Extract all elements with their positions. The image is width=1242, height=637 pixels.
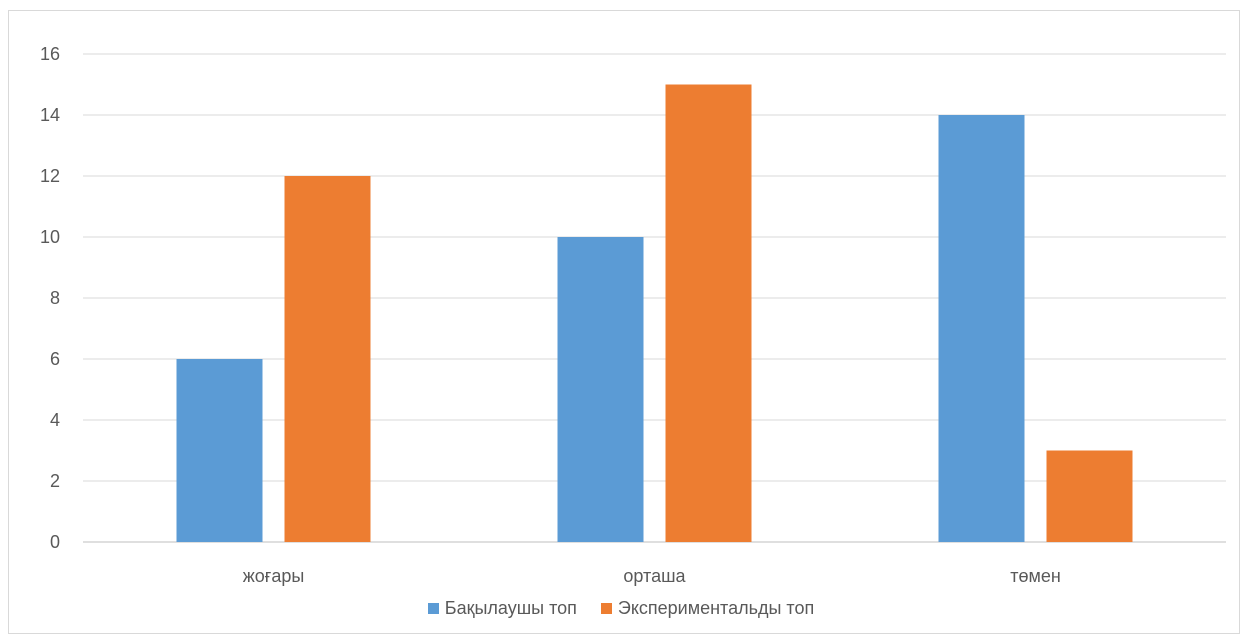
- y-axis-ticks: 0 2 4 6 8 10 12 14 16: [40, 44, 60, 552]
- x-tick-label: орташа: [623, 566, 686, 586]
- legend-label: Бақылаушы топ: [444, 597, 577, 618]
- legend-item-series-0: Бақылаушы топ: [427, 597, 577, 619]
- y-tick-label: 4: [50, 410, 60, 430]
- y-tick-label: 16: [40, 44, 60, 64]
- gridlines: [83, 53, 1226, 543]
- y-tick-label: 14: [40, 105, 60, 125]
- x-axis-ticks: жоғары орташа төмен: [243, 566, 1061, 586]
- legend: Бақылаушы топ Экспериментальды топ: [0, 596, 1242, 620]
- y-tick-label: 2: [50, 471, 60, 491]
- bar-series-0-0: [176, 359, 263, 542]
- bar-series-1-1: [665, 84, 752, 542]
- y-tick-label: 6: [50, 349, 60, 369]
- bar-series-0-1: [557, 237, 644, 542]
- legend-swatch: [600, 602, 612, 614]
- legend-label: Экспериментальды топ: [617, 597, 815, 618]
- bar-series-1-0: [284, 176, 371, 542]
- legend-swatch: [427, 602, 439, 614]
- y-tick-label: 0: [50, 532, 60, 552]
- bars: [176, 84, 1133, 542]
- y-tick-label: 12: [40, 166, 60, 186]
- legend-item-series-1: Экспериментальды топ: [600, 597, 815, 619]
- x-tick-label: төмен: [1010, 566, 1061, 586]
- y-tick-label: 10: [40, 227, 60, 247]
- x-tick-label: жоғары: [243, 566, 305, 586]
- y-tick-label: 8: [50, 288, 60, 308]
- bar-series-1-2: [1046, 450, 1133, 542]
- bar-chart: 0 2 4 6 8 10 12 14 16 жоғары орташа төмен: [40, 44, 1226, 586]
- bar-series-0-2: [938, 115, 1025, 542]
